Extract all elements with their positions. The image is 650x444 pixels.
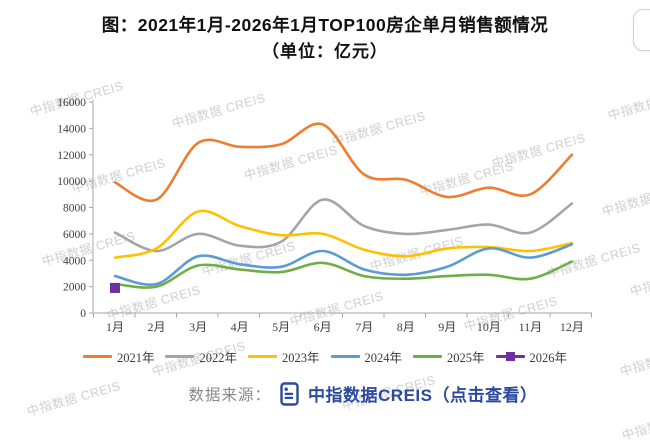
legend-swatch <box>82 355 112 358</box>
legend-label: 2023年 <box>281 351 320 365</box>
x-axis-label: 9月 <box>438 320 456 334</box>
chart-legend: 2021年 2022年 2023年 2024年 2025年 2026年 <box>0 347 650 366</box>
legend-swatch <box>330 355 360 358</box>
legend-label: 2022年 <box>199 351 237 365</box>
x-axis-label: 7月 <box>355 320 373 334</box>
data-source-link[interactable]: 中指数据CREIS（点击查看） <box>308 386 538 405</box>
y-axis-label: 4000 <box>63 255 86 267</box>
legend-label: 2025年 <box>447 351 485 365</box>
legend-label: 2026年 <box>529 351 568 365</box>
title-block: 图：2021年1月-2026年1月TOP100房企单月销售额情况 （单位：亿元） <box>0 12 650 66</box>
y-axis-label: 8000 <box>63 203 86 215</box>
x-axis-label: 5月 <box>272 320 290 334</box>
x-axis-label: 2月 <box>148 320 166 334</box>
legend-item-2026年: 2026年 <box>495 347 568 366</box>
y-axis-label: 6000 <box>63 229 86 241</box>
series-line-2024年 <box>113 243 574 286</box>
x-axis-label: 3月 <box>189 320 207 334</box>
chart-title: 图：2021年1月-2026年1月TOP100房企单月销售额情况 <box>101 15 549 35</box>
legend-swatch <box>413 355 443 358</box>
x-axis-label: 11月 <box>519 320 543 334</box>
series-line-2021年 <box>113 122 574 203</box>
x-axis-label: 8月 <box>397 320 415 334</box>
series-line-2022年 <box>113 198 574 253</box>
data-source-label: 数据来源： <box>188 386 272 404</box>
y-axis-label: 16000 <box>57 97 86 109</box>
article-page: { "page": { "title": "图：2021年1月-2026年1月T… <box>0 9 650 443</box>
legend-item-2024年: 2024年 <box>330 347 403 366</box>
y-axis-label: 14000 <box>57 123 86 135</box>
y-axis-label: 10000 <box>57 176 86 188</box>
x-axis-label: 4月 <box>231 320 249 334</box>
y-axis-label: 2000 <box>63 282 86 294</box>
legend-item-2022年: 2022年 <box>165 347 237 366</box>
x-axis-label: 10月 <box>477 320 501 334</box>
x-axis-label: 6月 <box>314 320 332 334</box>
legend-item-2021年: 2021年 <box>82 347 155 366</box>
x-axis-label: 12月 <box>560 320 584 334</box>
y-axis-label: 12000 <box>57 150 86 162</box>
floating-widget-partial[interactable] <box>633 9 650 51</box>
legend-swatch <box>495 351 525 361</box>
series-line-2025年 <box>113 260 574 289</box>
y-axis-label: 0 <box>80 308 86 320</box>
legend-swatch <box>165 355 195 358</box>
data-source-row: 数据来源： 中指数据CREIS（点击查看） <box>38 381 650 406</box>
legend-swatch <box>247 355 277 358</box>
legend-marker-square <box>505 351 515 361</box>
legend-label: 2024年 <box>364 351 403 365</box>
data-point-2026年 <box>110 282 120 293</box>
document-list-icon <box>280 381 299 406</box>
x-axis-label: 1月 <box>106 320 124 334</box>
chart-subtitle: （单位：亿元） <box>262 42 388 61</box>
legend-item-2025年: 2025年 <box>413 347 485 366</box>
line-chart: 0 2000 4000 6000 8000 10000 12000 14000 16000 1月 2… <box>57 97 592 334</box>
legend-label: 2021年 <box>116 351 155 365</box>
legend-item-2023年: 2023年 <box>247 347 320 366</box>
